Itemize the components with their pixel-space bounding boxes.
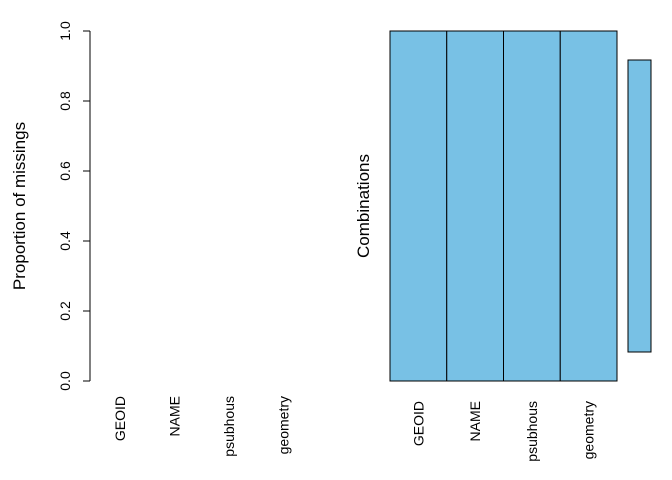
proportion-panel: Proportion of missings 0.0 0.2 0.4 0.6 0.8 1.…: [10, 21, 292, 457]
right-y-axis-label: Combinations: [354, 154, 373, 258]
left-y-tick-label: 0.0: [57, 371, 73, 391]
left-x-labels: GEOID NAME psubhous geometry: [112, 396, 292, 457]
combination-frequency-bar: [627, 59, 652, 353]
left-x-tick-label: GEOID: [112, 396, 128, 441]
combination-cell: [559, 30, 618, 382]
left-y-ticks: 0.0 0.2 0.4 0.6 0.8 1.0: [57, 21, 90, 391]
left-y-tick-label: 0.8: [57, 91, 73, 111]
combination-cell: [503, 30, 561, 382]
combination-cell: [389, 30, 448, 382]
right-x-tick-label: geometry: [581, 401, 597, 459]
combination-cells: [389, 30, 618, 382]
left-x-tick-label: geometry: [276, 396, 292, 454]
left-y-tick-label: 0.2: [57, 301, 73, 321]
combinations-panel: Combinations GEOID NAME psubhous geometry: [354, 30, 652, 462]
right-x-tick-label: NAME: [467, 401, 483, 441]
right-x-labels: GEOID NAME psubhous geometry: [410, 401, 596, 462]
left-x-tick-label: NAME: [167, 396, 183, 436]
left-y-tick-label: 0.6: [57, 161, 73, 181]
left-y-axis-label: Proportion of missings: [10, 122, 29, 290]
right-x-tick-label: psubhous: [524, 401, 540, 462]
left-y-tick-label: 0.4: [57, 231, 73, 251]
right-x-tick-label: GEOID: [410, 401, 426, 446]
combination-cell: [446, 30, 504, 382]
left-x-tick-label: psubhous: [221, 396, 237, 457]
left-y-tick-label: 1.0: [57, 21, 73, 41]
